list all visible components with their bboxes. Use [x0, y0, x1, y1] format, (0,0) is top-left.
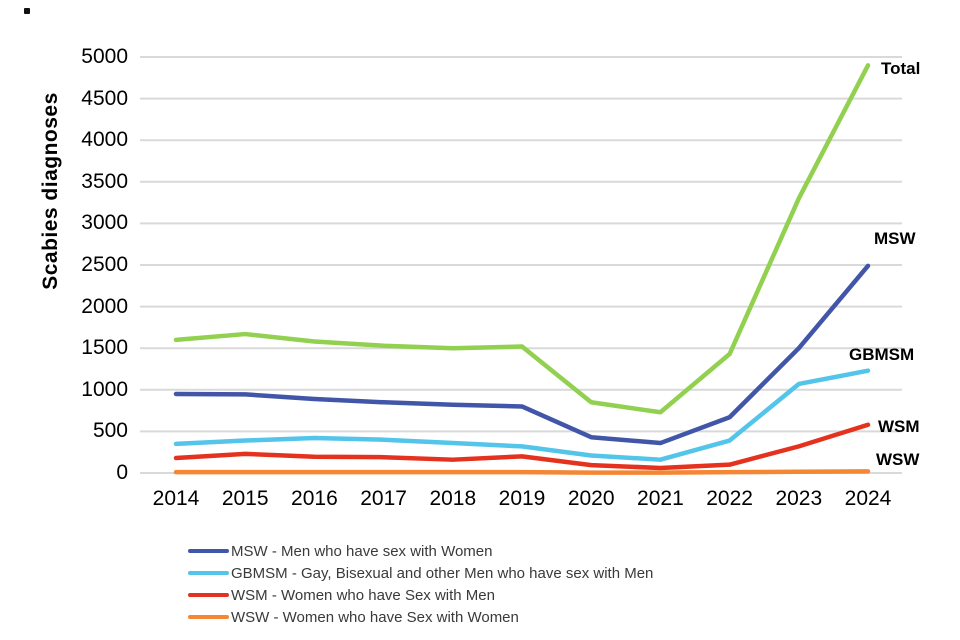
series-end-label-wsw: WSW [876, 450, 920, 469]
series-line-msw [173, 263, 871, 446]
legend-item-wsw: WSW - Women who have Sex with Women [188, 606, 653, 628]
series-end-label-msw: MSW [874, 229, 916, 248]
y-tick-label: 1000 [81, 377, 128, 401]
legend-label: GBMSM - Gay, Bisexual and other Men who … [231, 564, 654, 582]
y-tick-label: 500 [92, 419, 128, 443]
y-tick-label: 2500 [81, 253, 128, 276]
legend-item-wsm: WSM - Women who have Sex with Men [188, 584, 653, 606]
y-tick-label: 3500 [81, 169, 128, 193]
y-tick-label: 2000 [81, 294, 128, 318]
x-tick-label: 2014 [152, 487, 200, 510]
legend-item-msw: MSW - Men who have sex with Women [188, 540, 653, 562]
legend: MSW - Men who have sex with Women GBMSM -… [188, 540, 653, 628]
x-tick-label: 2021 [637, 487, 684, 510]
legend-label: MSW - Men who have sex with Women [231, 542, 493, 560]
y-tick-label: 4500 [81, 86, 128, 110]
series-end-label-gbmsm: GBMSM [849, 345, 915, 364]
legend-swatch [188, 571, 229, 575]
legend-swatch [188, 593, 229, 597]
legend-swatch [188, 549, 229, 553]
series-end-label-total: Total [881, 59, 921, 78]
stray-mark [24, 8, 30, 14]
x-tick-label: 2023 [775, 487, 823, 510]
legend-item-gbmsm: GBMSM - Gay, Bisexual and other Men who … [188, 562, 653, 584]
x-tick-label: 2015 [221, 487, 269, 510]
y-tick-label: 0 [116, 461, 128, 484]
y-tick-label: 3000 [81, 211, 128, 235]
x-tick-label: 2024 [844, 487, 892, 510]
x-tick-label: 2019 [498, 487, 546, 510]
x-tick-label: 2017 [360, 487, 407, 510]
x-tick-label: 2016 [291, 487, 338, 510]
x-tick-label: 2022 [706, 487, 753, 510]
series-line-gbmsm [173, 368, 871, 462]
series-line-wsw [173, 469, 871, 475]
y-tick-label: 1500 [81, 336, 128, 360]
y-tick-label: 5000 [81, 45, 128, 68]
series-line-total [173, 63, 871, 415]
y-tick-label: 4000 [81, 128, 128, 152]
legend-label: WSM - Women who have Sex with Men [231, 586, 495, 604]
series-line-wsm [173, 422, 871, 471]
x-tick-label: 2020 [567, 487, 615, 510]
series-end-label-wsm: WSM [878, 417, 920, 436]
x-tick-label: 2018 [429, 487, 477, 510]
legend-swatch [188, 615, 229, 619]
legend-label: WSW - Women who have Sex with Women [231, 608, 519, 626]
